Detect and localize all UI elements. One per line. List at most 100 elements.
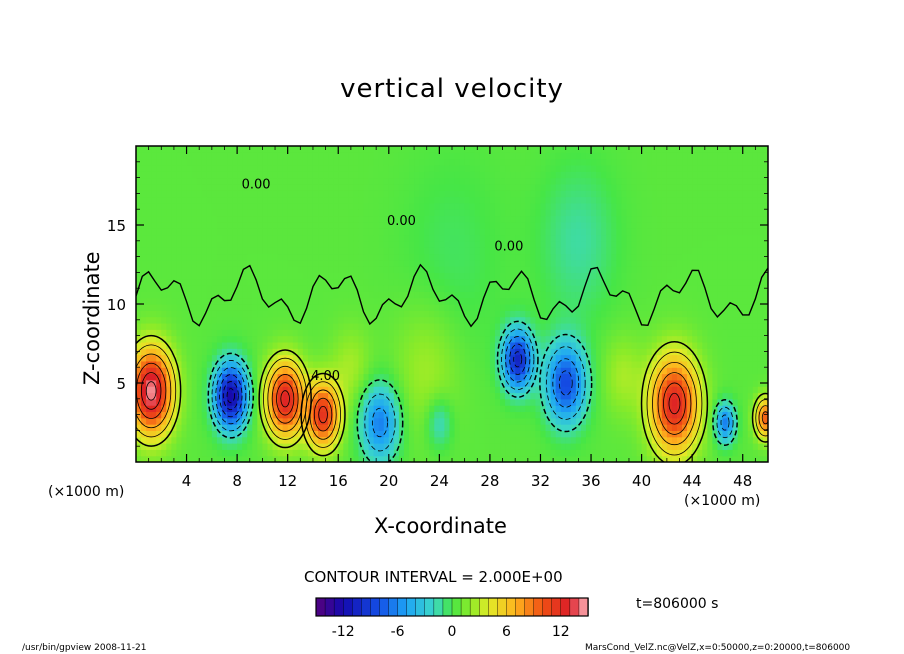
heatmap-cell — [474, 297, 481, 305]
heatmap-cell — [525, 405, 531, 413]
heatmap-cell — [535, 367, 542, 375]
heatmap-cell — [247, 234, 253, 242]
heatmap-cell — [570, 430, 577, 438]
heatmap-cell — [444, 152, 451, 160]
heatmap-cell — [277, 291, 284, 299]
heatmap-cell — [267, 285, 274, 292]
heatmap-cell — [247, 164, 253, 172]
heatmap-cell — [596, 240, 602, 248]
heatmap-cell — [252, 354, 258, 362]
heatmap-cell — [323, 215, 329, 223]
heatmap-cell — [277, 183, 284, 191]
heatmap-cell — [186, 386, 193, 394]
heatmap-cell — [348, 322, 355, 330]
heatmap-cell — [277, 221, 284, 229]
heatmap-cell — [631, 443, 638, 450]
heatmap-cell — [302, 146, 309, 153]
heatmap-cell — [515, 430, 521, 438]
heatmap-cell — [424, 411, 430, 419]
heatmap-cell — [484, 430, 491, 438]
heatmap-cell — [510, 304, 516, 311]
heatmap-cell — [343, 247, 349, 255]
heatmap-cell — [383, 164, 390, 172]
heatmap-cell — [464, 297, 471, 305]
heatmap-cell — [535, 411, 542, 419]
heatmap-cell — [161, 221, 167, 229]
heatmap-cell — [621, 392, 628, 400]
heatmap-cell — [510, 272, 516, 280]
heatmap-cell — [216, 209, 223, 217]
heatmap-cell — [318, 240, 324, 248]
heatmap-cell — [585, 373, 592, 381]
heatmap-cell — [429, 247, 435, 255]
heatmap-cell — [206, 417, 213, 425]
heatmap-cell — [252, 152, 258, 160]
heatmap-cell — [378, 329, 385, 337]
heatmap-cell — [636, 183, 643, 191]
heatmap-cell — [479, 348, 486, 356]
heatmap-cell — [631, 335, 638, 343]
heatmap-cell — [474, 152, 481, 160]
heatmap-cell — [191, 202, 198, 210]
heatmap-cell — [282, 177, 289, 185]
heatmap-cell — [540, 228, 547, 236]
heatmap-cell — [464, 152, 471, 160]
heatmap-cell — [227, 436, 233, 444]
heatmap-cell — [439, 164, 446, 172]
heatmap-cell — [312, 417, 319, 425]
heatmap-cell — [252, 322, 258, 330]
heatmap-cell — [166, 335, 172, 343]
heatmap-cell — [287, 253, 294, 261]
heatmap-cell — [636, 405, 643, 413]
heatmap-cell — [596, 360, 602, 368]
heatmap-cell — [343, 392, 349, 400]
heatmap-cell — [146, 253, 152, 261]
heatmap-cell — [151, 304, 157, 311]
heatmap-cell — [515, 455, 521, 462]
heatmap-cell — [424, 164, 430, 172]
heatmap-cell — [216, 367, 223, 375]
heatmap-cell — [166, 221, 172, 229]
heatmap-cell — [444, 146, 451, 153]
heatmap-cell — [540, 455, 547, 462]
heatmap-cell — [535, 146, 542, 153]
heatmap-cell — [151, 164, 157, 172]
heatmap-cell — [146, 398, 152, 406]
heatmap-cell — [297, 398, 304, 406]
heatmap-cell — [611, 259, 617, 267]
heatmap-cell — [500, 322, 506, 330]
heatmap-cell — [454, 190, 461, 198]
heatmap-cell — [530, 285, 537, 292]
heatmap-cell — [626, 183, 633, 191]
heatmap-cell — [338, 158, 344, 166]
heatmap-cell — [338, 234, 344, 242]
heatmap-cell — [277, 152, 284, 160]
heatmap-cell — [393, 253, 400, 261]
heatmap-cell — [287, 354, 294, 362]
heatmap-cell — [151, 417, 157, 425]
heatmap-cell — [434, 291, 440, 299]
heatmap-cell — [146, 291, 152, 299]
heatmap-cell — [211, 196, 218, 204]
heatmap-cell — [272, 247, 279, 255]
heatmap-cell — [368, 304, 375, 311]
heatmap-cell — [221, 449, 228, 457]
heatmap-cell — [596, 316, 602, 324]
heatmap-cell — [292, 171, 299, 179]
heatmap-cell — [252, 443, 258, 450]
heatmap-cell — [302, 183, 309, 191]
heatmap-cell — [262, 272, 269, 280]
heatmap-cell — [596, 228, 602, 236]
heatmap-cell — [252, 171, 258, 179]
heatmap-cell — [469, 234, 476, 242]
heatmap-cell — [575, 278, 582, 286]
heatmap-cell — [292, 253, 299, 261]
heatmap-cell — [403, 247, 410, 255]
heatmap-cell — [429, 341, 435, 349]
heatmap-cell — [232, 278, 238, 286]
heatmap-cell — [525, 297, 531, 305]
heatmap-cell — [550, 316, 557, 324]
heatmap-cell — [156, 266, 162, 273]
heatmap-cell — [358, 379, 365, 387]
heatmap-cell — [151, 221, 157, 229]
